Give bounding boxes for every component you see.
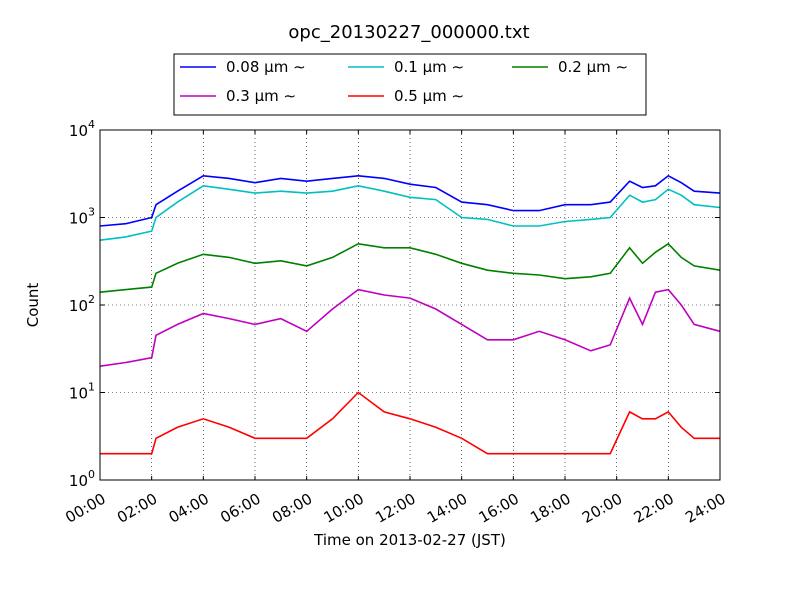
series-line-1: [99, 184, 721, 241]
legend-label-1: 0.1 µm ∼: [394, 58, 464, 76]
x-tick-label: 00:00: [62, 490, 108, 527]
x-tick-label: 06:00: [217, 490, 263, 527]
y-axis-label: Count: [24, 283, 42, 328]
x-tick-label: 12:00: [372, 490, 418, 527]
legend-label-4: 0.5 µm ∼: [394, 87, 464, 105]
chart-title: opc_20130227_000000.txt: [288, 22, 529, 43]
series-line-4: [100, 391, 720, 455]
x-tick-label: 08:00: [269, 490, 315, 527]
y-tick-label: 100: [69, 468, 95, 490]
y-tick-label: 102: [69, 293, 95, 315]
legend-label-3: 0.3 µm ∼: [226, 87, 296, 105]
y-tick-label: 101: [69, 381, 95, 403]
y-tick-label: 104: [69, 118, 95, 140]
x-tick-label: 16:00: [476, 490, 522, 527]
x-tick-label: 20:00: [579, 490, 625, 527]
y-tick-label: 103: [69, 206, 95, 228]
x-tick-label: 22:00: [631, 490, 677, 527]
series-line-3: [99, 288, 721, 367]
series-line-2: [99, 242, 721, 293]
x-tick-label: 02:00: [114, 490, 160, 527]
x-tick-label: 24:00: [682, 490, 728, 527]
grid: [100, 130, 720, 480]
legend-label-2: 0.2 µm ∼: [558, 58, 628, 76]
x-tick-label: 14:00: [424, 490, 470, 527]
series-line-0: [99, 174, 721, 227]
x-tick-label: 18:00: [527, 490, 573, 527]
legend-frame: [173, 53, 647, 116]
series-layer: [99, 174, 721, 455]
x-tick-label: 04:00: [166, 490, 212, 527]
x-tick-label: 10:00: [321, 490, 367, 527]
x-axis-label: Time on 2013-02-27 (JST): [313, 531, 506, 549]
legend-label-0: 0.08 µm ∼: [226, 58, 306, 76]
legend: 0.08 µm ∼ 0.1 µm ∼ 0.2 µm ∼ 0.3 µm ∼ 0.5 µm …: [173, 53, 647, 116]
